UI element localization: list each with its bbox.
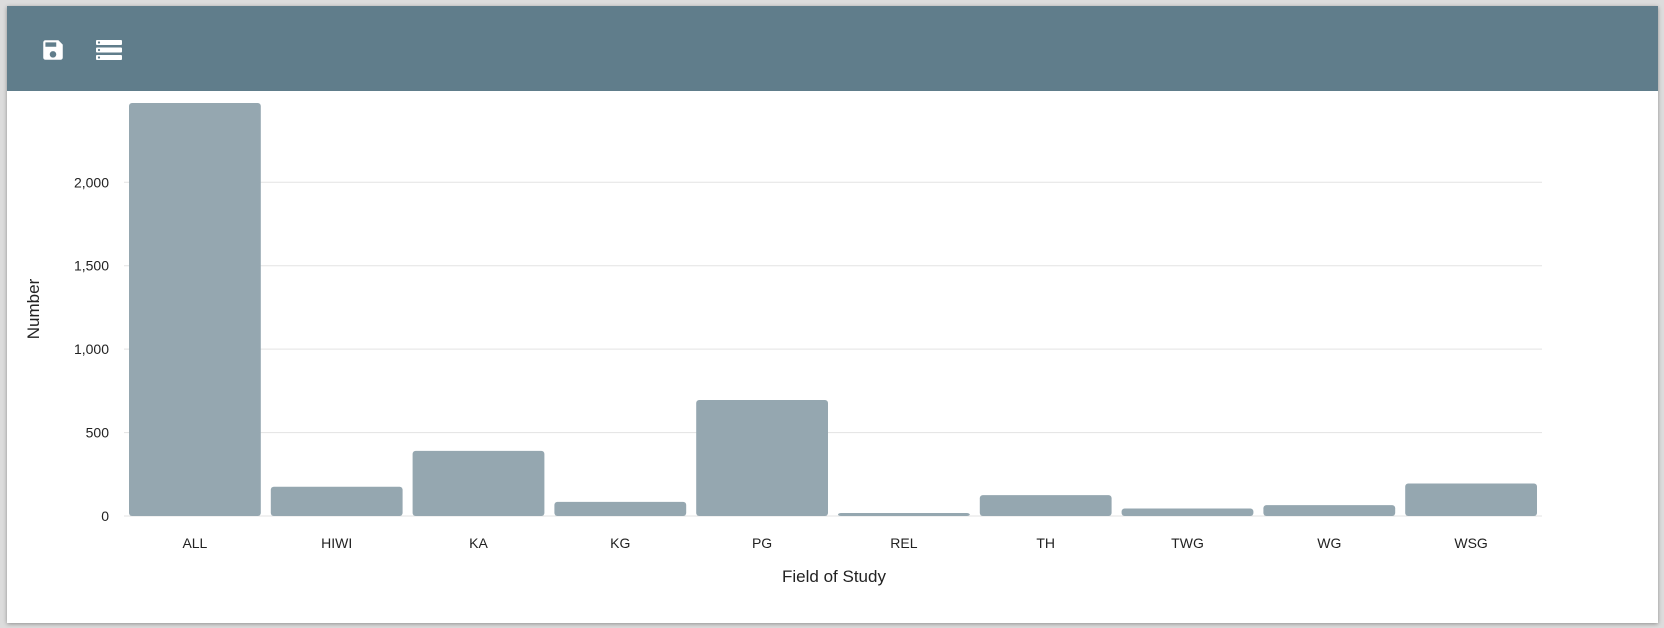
bars <box>129 103 1537 516</box>
x-axis-ticks: ALL HIWI KA KG PG REL TH TWG WG WSG <box>182 535 1487 551</box>
bar-wsg[interactable] <box>1405 483 1537 516</box>
x-tick-label: KG <box>610 535 630 551</box>
bar-hiwi[interactable] <box>270 486 403 516</box>
chart-card: 0 500 1,000 1,500 2,000 ALL HIWI KA KG PG REL TH TW… <box>7 6 1658 623</box>
x-tick-label: WSG <box>1454 535 1487 551</box>
save-icon <box>40 37 66 63</box>
bar-th[interactable] <box>979 495 1112 516</box>
save-button[interactable] <box>37 34 69 66</box>
y-tick-label: 2,000 <box>74 174 109 190</box>
y-axis-ticks: 0 500 1,000 1,500 2,000 <box>74 174 109 524</box>
list-icon <box>94 37 124 63</box>
x-axis-title: Field of Study <box>782 567 886 586</box>
bar-all[interactable] <box>129 103 261 516</box>
bar-twg[interactable] <box>1121 508 1254 516</box>
bar-kg[interactable] <box>554 501 687 516</box>
bar-pg[interactable] <box>696 400 828 516</box>
x-tick-label: REL <box>890 535 917 551</box>
y-axis-title: Number <box>24 278 43 339</box>
data-list-button[interactable] <box>93 34 125 66</box>
x-tick-label: TH <box>1036 535 1055 551</box>
bar-ka[interactable] <box>412 450 545 516</box>
chart-toolbar <box>7 6 1658 91</box>
x-tick-label: ALL <box>182 535 207 551</box>
y-tick-label: 500 <box>86 425 110 441</box>
x-tick-label: KA <box>469 535 488 551</box>
y-tick-label: 0 <box>101 508 109 524</box>
y-tick-label: 1,500 <box>74 258 109 274</box>
x-tick-label: HIWI <box>321 535 352 551</box>
bar-chart: 0 500 1,000 1,500 2,000 ALL HIWI KA KG PG REL TH TW… <box>24 103 1542 586</box>
x-tick-label: TWG <box>1171 535 1204 551</box>
gridlines <box>124 181 1542 517</box>
y-tick-label: 1,000 <box>74 341 109 357</box>
bar-wg[interactable] <box>1263 505 1396 516</box>
bar-rel[interactable] <box>838 513 970 516</box>
x-tick-label: PG <box>752 535 772 551</box>
x-tick-label: WG <box>1317 535 1341 551</box>
